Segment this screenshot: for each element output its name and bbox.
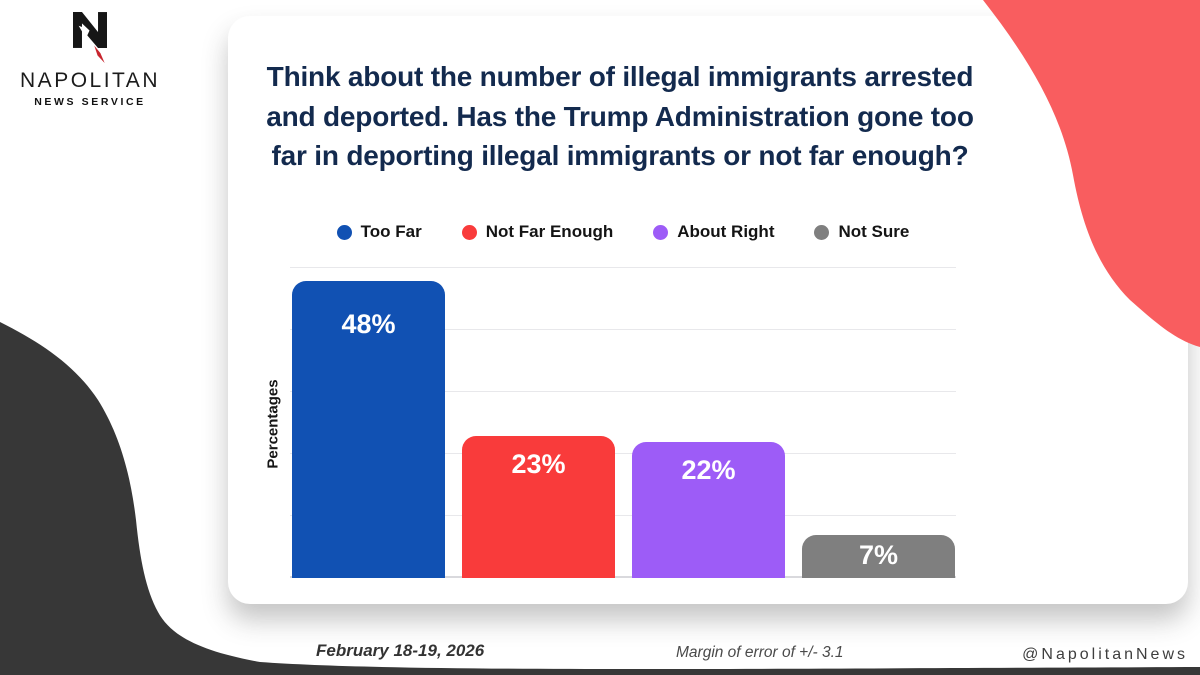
bar-value-about-right: 22% xyxy=(681,455,736,485)
title-line-1: Think about the number of illegal immigr… xyxy=(266,61,974,92)
legend-label-too-far: Too Far xyxy=(360,222,422,241)
bar-value-not-sure: 7% xyxy=(858,540,899,570)
title-line-2: and deported. Has the Trump Administrati… xyxy=(266,100,974,132)
legend-label-about-right: About Right xyxy=(677,222,775,241)
legend-dot-not-sure-icon xyxy=(814,224,830,240)
poll-date: February 18-19, 2026 xyxy=(316,641,485,660)
bar-not-far-enough: 23% xyxy=(462,436,615,578)
brand-tagline: NEWS SERVICE xyxy=(34,96,146,108)
napolitan-eagle-n-icon xyxy=(73,12,107,64)
gridline-50 xyxy=(290,266,956,268)
chart-legend: Too Far Not Far Enough About Right Not S… xyxy=(290,222,956,242)
bar-about-right: 22% xyxy=(632,442,785,578)
napolitan-logo: NAPOLITAN NEWS SERVICE xyxy=(12,12,168,108)
legend-item-not-far-enough: Not Far Enough xyxy=(461,222,614,242)
y-axis-label: Percentages xyxy=(264,379,282,469)
legend-dot-too-far-icon xyxy=(336,224,352,240)
legend-dot-about-right-icon xyxy=(653,224,669,240)
legend-label-not-sure: Not Sure xyxy=(838,222,910,241)
brand-name: NAPOLITAN xyxy=(20,69,160,92)
bar-chart-plot: 48% 23% 22% 7% xyxy=(290,266,956,578)
margin-of-error: Margin of error of +/- 3.1 xyxy=(676,644,844,661)
chart-question-title: Think about the number of illegal immigr… xyxy=(200,57,1040,176)
legend-label-not-far-enough: Not Far Enough xyxy=(485,222,614,241)
legend-item-about-right: About Right xyxy=(653,222,774,242)
legend-item-too-far: Too Far xyxy=(336,222,422,242)
bar-value-too-far: 48% xyxy=(341,309,396,339)
bar-too-far: 48% xyxy=(292,281,445,578)
legend-item-not-sure: Not Sure xyxy=(814,222,909,242)
bar-not-sure: 7% xyxy=(802,535,955,578)
social-handle: @NapolitanNews xyxy=(1022,646,1188,663)
legend-dot-not-far-enough-icon xyxy=(461,224,477,240)
title-line-3: far in deporting illegal immigrants or n… xyxy=(271,140,969,171)
bar-value-not-far-enough: 23% xyxy=(511,449,566,479)
